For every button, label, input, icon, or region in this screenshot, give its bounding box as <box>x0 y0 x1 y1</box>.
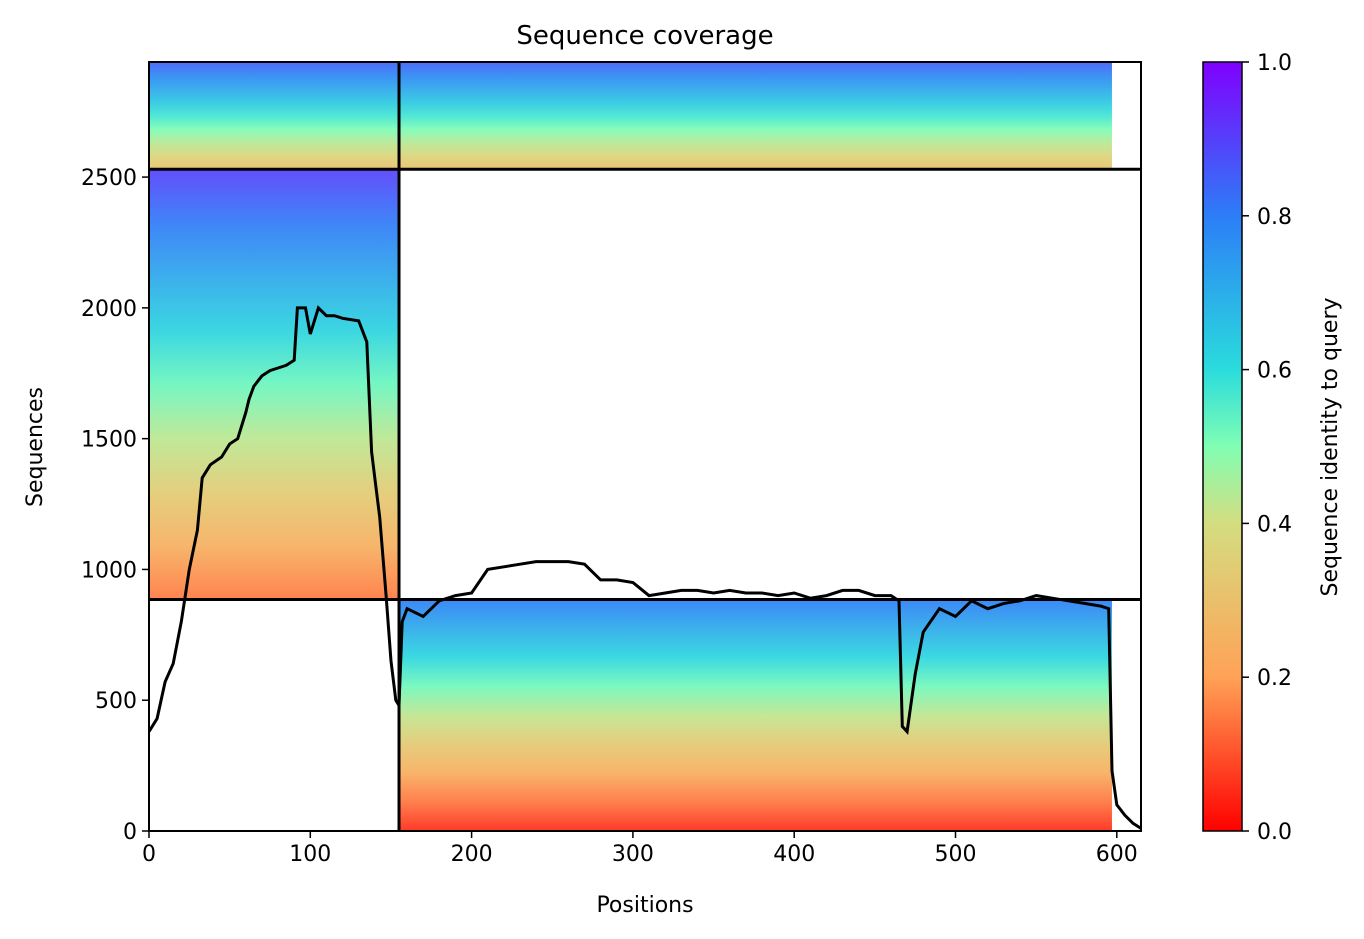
colorbar-tick-label: 0.2 <box>1257 666 1292 691</box>
y-tick-label: 1500 <box>81 428 137 453</box>
colorbar-tick-label: 0.0 <box>1257 820 1292 845</box>
y-axis-ticks: 0 500 1000 1500 2000 2500 <box>81 166 149 845</box>
y-tick-label: 0 <box>123 820 137 845</box>
y-tick-label: 2000 <box>81 297 137 322</box>
y-tick-label: 2500 <box>81 166 137 191</box>
colorbar-label: Sequence identity to query <box>1318 297 1343 596</box>
colorbar-ticks: 0.0 0.2 0.4 0.6 0.8 1.0 <box>1242 51 1292 845</box>
x-tick-label: 100 <box>289 842 331 867</box>
colorbar-tick-label: 0.4 <box>1257 512 1292 537</box>
x-tick-label: 300 <box>612 842 654 867</box>
x-axis-ticks: 0 100 200 300 400 500 600 <box>142 831 1138 867</box>
chart-title: Sequence coverage <box>516 21 773 51</box>
y-tick-label: 500 <box>95 689 137 714</box>
x-axis-label: Positions <box>596 893 693 918</box>
y-tick-label: 1000 <box>81 558 137 583</box>
colorbar-tick-label: 1.0 <box>1257 51 1292 76</box>
x-tick-label: 400 <box>773 842 815 867</box>
coverage-block <box>149 62 1112 170</box>
coverage-line <box>149 305 1141 830</box>
x-tick-label: 500 <box>935 842 977 867</box>
coverage-blocks <box>149 62 1112 831</box>
colorbar <box>1202 61 1243 832</box>
colorbar-tick-label: 0.8 <box>1257 205 1292 230</box>
coverage-block <box>149 169 400 600</box>
coverage-block <box>399 599 1112 831</box>
y-axis-label: Sequences <box>23 387 48 507</box>
x-tick-label: 0 <box>142 842 156 867</box>
x-tick-label: 600 <box>1096 842 1138 867</box>
x-tick-label: 200 <box>451 842 493 867</box>
colorbar-tick-label: 0.6 <box>1257 359 1292 384</box>
plot-frame <box>148 61 1142 832</box>
